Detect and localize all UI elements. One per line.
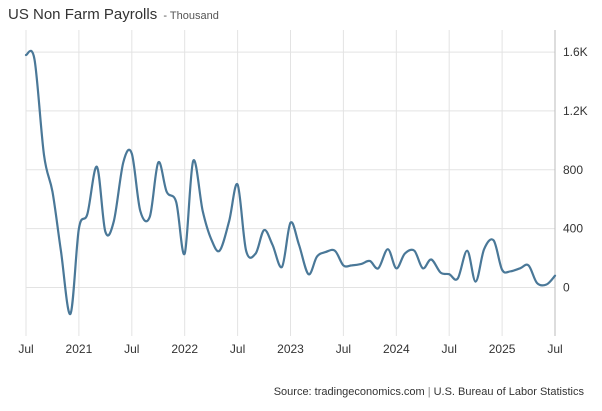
y-tick-label: 1.2K — [563, 104, 588, 118]
y-tick-label: 1.6K — [563, 45, 588, 59]
x-tick-label: Jul — [336, 342, 351, 356]
y-tick-label: 800 — [563, 163, 583, 177]
x-tick-label: 2023 — [277, 342, 304, 356]
chart-title: US Non Farm Payrolls - Thousand — [8, 6, 219, 23]
y-tick-label: 400 — [563, 222, 583, 236]
source-text: Source: tradingeconomics.com — [273, 386, 425, 398]
source-attribution: Source: tradingeconomics.com | U.S. Bureau… — [274, 386, 584, 398]
x-tick-label: Jul — [18, 342, 33, 356]
x-tick-label: Jul — [124, 342, 139, 356]
chart-title-text: US Non Farm Payrolls — [8, 6, 158, 23]
agency-text: U.S. Bureau of Labor Statistics — [433, 386, 584, 398]
chart-unit-label: - Thousand — [163, 10, 219, 22]
y-tick-label: 0 — [563, 280, 570, 294]
x-tick-label: 2022 — [171, 342, 198, 356]
x-tick-label: 2021 — [66, 342, 93, 356]
x-tick-label: 2025 — [489, 342, 516, 356]
series-line — [24, 49, 557, 316]
source-separator: | — [427, 386, 431, 398]
x-tick-label: Jul — [230, 342, 245, 356]
x-tick-label: Jul — [442, 342, 457, 356]
x-tick-label: 2024 — [383, 342, 410, 356]
x-tick-label: Jul — [547, 342, 562, 356]
